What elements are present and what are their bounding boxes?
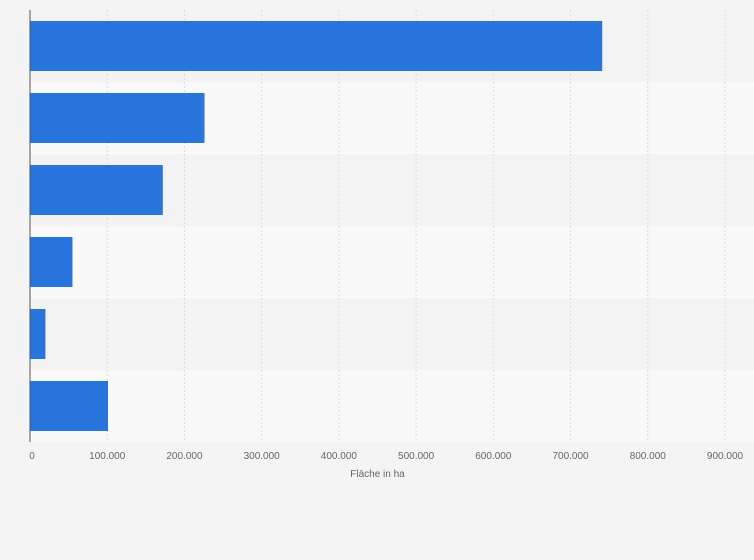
x-tick-label: 0 xyxy=(29,451,35,462)
x-tick-label: 300.000 xyxy=(244,451,281,462)
bar xyxy=(30,237,73,287)
bars xyxy=(30,21,603,431)
row-band xyxy=(30,226,754,298)
x-axis-title: Fläche in ha xyxy=(350,469,405,480)
x-tick-label: 200.000 xyxy=(166,451,203,462)
bar xyxy=(30,165,163,215)
x-tick-label: 700.000 xyxy=(552,451,589,462)
bar xyxy=(30,93,205,143)
x-tick-label: 800.000 xyxy=(630,451,667,462)
row-band xyxy=(30,298,754,370)
x-tick-label: 500.000 xyxy=(398,451,435,462)
x-tick-label: 400.000 xyxy=(321,451,358,462)
gridlines xyxy=(106,10,726,442)
row-band xyxy=(30,370,754,442)
x-tick-label: 600.000 xyxy=(475,451,512,462)
x-tick-label: 900.000 xyxy=(707,451,744,462)
row-bands xyxy=(30,10,754,442)
x-axis-ticks: 0 100.000 200.000 300.000 400.000 500.000 600.… xyxy=(29,451,743,462)
x-tick-label: 100.000 xyxy=(89,451,126,462)
bar xyxy=(30,309,46,359)
bar xyxy=(30,21,603,71)
bar xyxy=(30,381,108,431)
